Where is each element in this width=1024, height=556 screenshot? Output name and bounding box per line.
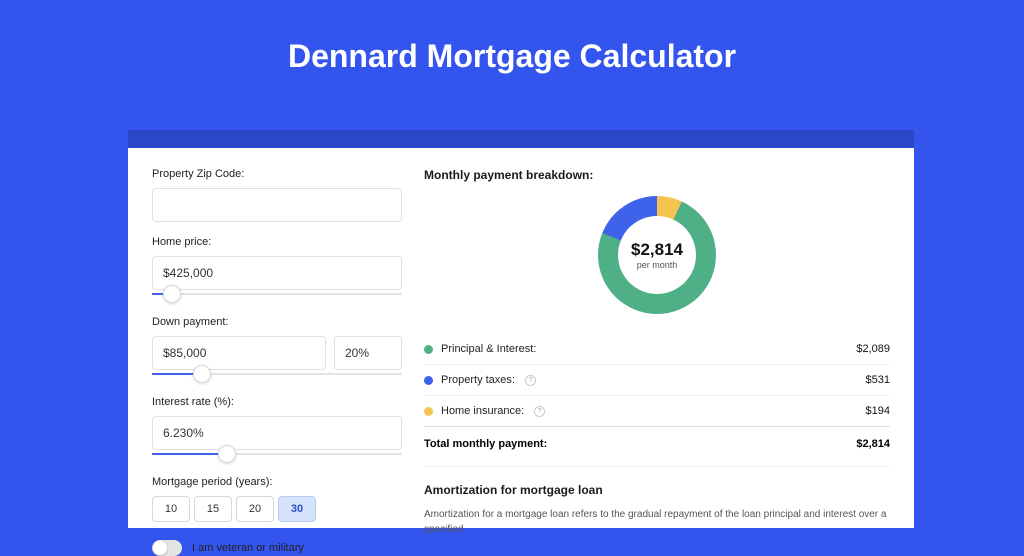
donut-sublabel: per month (637, 260, 678, 270)
calculator-panel: Property Zip Code: Home price: Down paym… (128, 148, 914, 528)
total-amount: $2,814 (856, 438, 890, 450)
zip-label: Property Zip Code: (152, 168, 402, 180)
period-option-10[interactable]: 10 (152, 496, 190, 522)
legend-row: Property taxes:? $531 (424, 365, 890, 396)
down-payment-slider-thumb[interactable] (193, 365, 211, 383)
veteran-toggle-knob (153, 541, 167, 555)
veteran-toggle[interactable] (152, 540, 182, 556)
interest-slider[interactable] (152, 448, 402, 462)
veteran-label: I am veteran or military (192, 542, 304, 554)
period-options: 10152030 (152, 496, 402, 522)
field-down-payment: Down payment: (152, 316, 402, 382)
inputs-column: Property Zip Code: Home price: Down paym… (152, 168, 402, 528)
info-icon[interactable]: ? (534, 406, 545, 417)
down-payment-label: Down payment: (152, 316, 402, 328)
interest-input[interactable] (152, 416, 402, 450)
amortization-title: Amortization for mortgage loan (424, 483, 890, 497)
donut-value: $2,814 (631, 240, 683, 260)
zip-input[interactable] (152, 188, 402, 222)
breakdown-title: Monthly payment breakdown: (424, 168, 890, 182)
field-zip: Property Zip Code: (152, 168, 402, 222)
legend-list: Principal & Interest: $2,089 Property taxe… (424, 334, 890, 427)
interest-label: Interest rate (%): (152, 396, 402, 408)
home-price-input[interactable] (152, 256, 402, 290)
period-option-20[interactable]: 20 (236, 496, 274, 522)
page-title: Dennard Mortgage Calculator (0, 0, 1024, 95)
legend-label: Property taxes: (441, 374, 515, 386)
total-label: Total monthly payment: (424, 438, 547, 450)
veteran-toggle-row: I am veteran or military (152, 540, 402, 556)
legend-dot (424, 407, 433, 416)
down-payment-pct-input[interactable] (334, 336, 402, 370)
period-label: Mortgage period (years): (152, 476, 402, 488)
legend-amount: $194 (866, 405, 890, 417)
legend-amount: $2,089 (856, 343, 890, 355)
amortization-section: Amortization for mortgage loan Amortizat… (424, 466, 890, 537)
donut-center: $2,814 per month (618, 216, 696, 294)
field-period: Mortgage period (years): 10152030 (152, 476, 402, 522)
down-payment-input[interactable] (152, 336, 326, 370)
legend-dot (424, 345, 433, 354)
legend-dot (424, 376, 433, 385)
home-price-label: Home price: (152, 236, 402, 248)
legend-label: Principal & Interest: (441, 343, 536, 355)
donut-chart-wrap: $2,814 per month (424, 196, 890, 314)
donut-chart: $2,814 per month (598, 196, 716, 314)
home-price-slider-thumb[interactable] (163, 285, 181, 303)
down-payment-slider[interactable] (152, 368, 402, 382)
interest-slider-thumb[interactable] (218, 445, 236, 463)
legend-row: Principal & Interest: $2,089 (424, 334, 890, 365)
field-interest: Interest rate (%): (152, 396, 402, 462)
total-row: Total monthly payment: $2,814 (424, 427, 890, 464)
breakdown-column: Monthly payment breakdown: $2,814 per mo… (424, 168, 890, 528)
legend-amount: $531 (866, 374, 890, 386)
field-home-price: Home price: (152, 236, 402, 302)
legend-row: Home insurance:? $194 (424, 396, 890, 427)
period-option-15[interactable]: 15 (194, 496, 232, 522)
period-option-30[interactable]: 30 (278, 496, 316, 522)
info-icon[interactable]: ? (525, 375, 536, 386)
home-price-slider[interactable] (152, 288, 402, 302)
legend-label: Home insurance: (441, 405, 524, 417)
